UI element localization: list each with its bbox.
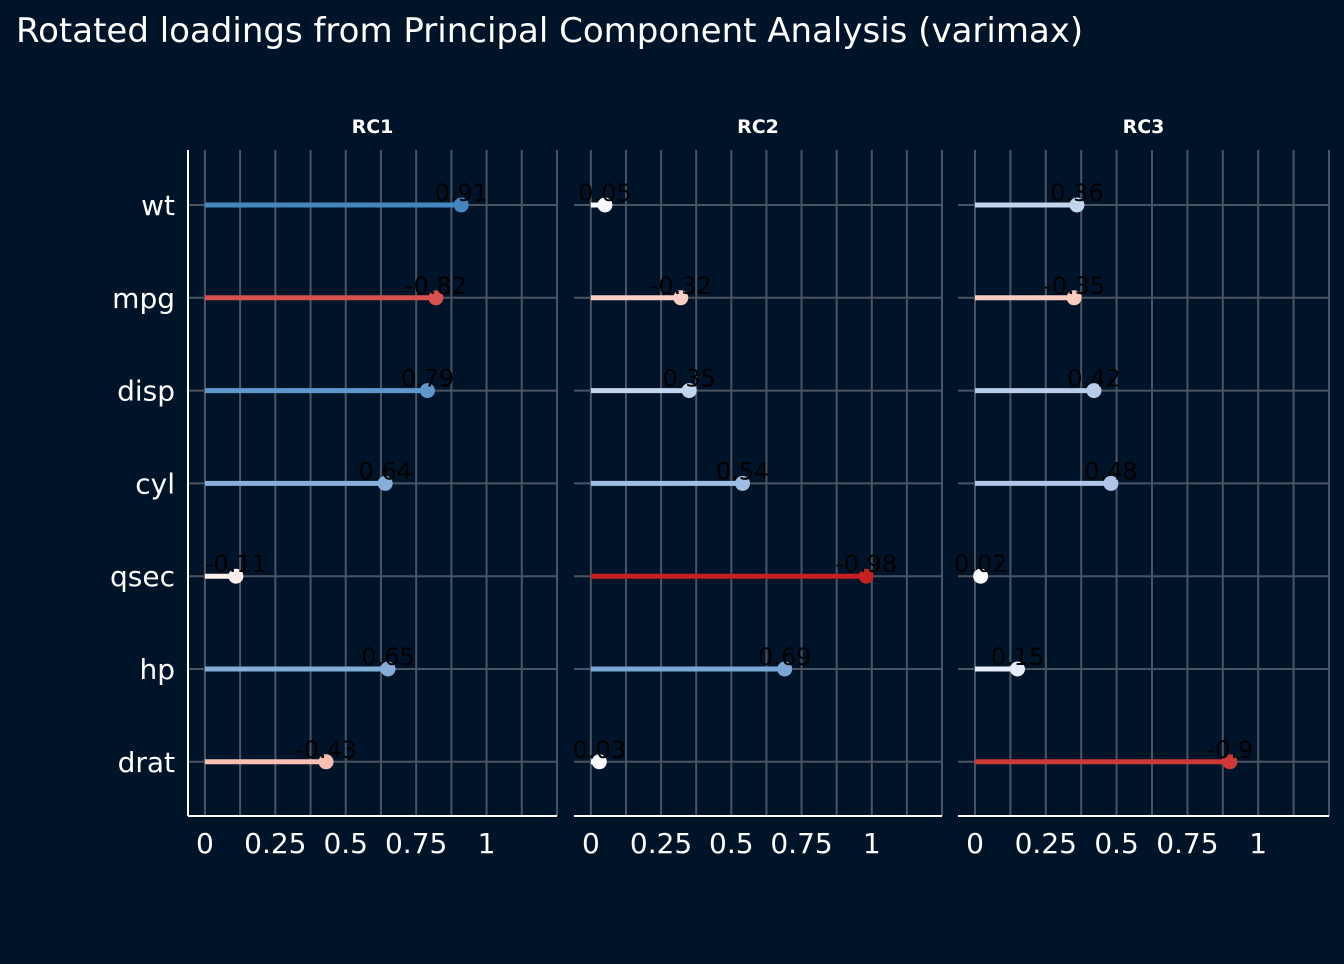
x-tick-label: 1 [863, 827, 881, 860]
panel-strip-rc3: RC3 [1123, 116, 1165, 138]
loading-value-label: 0.02 [954, 550, 1007, 578]
loading-value-label: 0.79 [401, 365, 454, 393]
loading-value-label: -0.32 [650, 272, 712, 300]
x-tick-label: 0.5 [1094, 827, 1139, 860]
y-tick-label: drat [118, 746, 175, 779]
loading-value-label: 0.42 [1067, 365, 1120, 393]
chart-title: Rotated loadings from Principal Componen… [16, 11, 1083, 51]
loading-point [735, 475, 751, 491]
loading-value-label: 0.65 [361, 643, 414, 671]
loading-point [228, 568, 244, 584]
loading-point [1066, 290, 1082, 306]
loading-value-label: -0.35 [1043, 272, 1105, 300]
loading-value-label: 0.48 [1084, 457, 1137, 485]
loading-value-label: 0.15 [991, 643, 1044, 671]
x-tick-label: 0.25 [1015, 827, 1077, 860]
loading-point [1086, 383, 1102, 399]
loading-point [1069, 197, 1085, 213]
plot-layer: RC1 0 0.25 0.5 0.75 1 0.91 -0.82 0.79 0.64 -0.11 0.… [110, 116, 1330, 860]
x-tick-label: 1 [478, 827, 496, 860]
loading-point [673, 290, 689, 306]
loading-point [973, 568, 989, 584]
y-tick-label: cyl [135, 467, 175, 500]
loading-point [1103, 475, 1119, 491]
loading-value-label: 0.91 [435, 179, 488, 207]
loading-point [591, 754, 607, 770]
loading-point [428, 290, 444, 306]
loading-value-label: 0.54 [716, 457, 769, 485]
loading-point [453, 197, 469, 213]
loading-point [419, 383, 435, 399]
loading-value-label: -0.43 [295, 736, 357, 764]
loading-point [1222, 754, 1238, 770]
panel-strip-rc1: RC1 [352, 116, 394, 138]
x-tick-label: 0.75 [770, 827, 832, 860]
loading-point [377, 475, 393, 491]
x-tick-label: 0.25 [244, 827, 306, 860]
panel-strip-rc2: RC2 [737, 116, 779, 138]
loading-value-label: 0.69 [758, 643, 811, 671]
x-tick-label: 0.5 [709, 827, 754, 860]
loading-point [597, 197, 613, 213]
x-tick-label: 0.75 [1156, 827, 1218, 860]
y-tick-label: hp [139, 653, 175, 686]
x-tick-label: 1 [1249, 827, 1267, 860]
loading-value-label: 0.35 [662, 365, 715, 393]
x-tick-label: 0.75 [385, 827, 447, 860]
y-tick-label: qsec [110, 560, 175, 593]
x-tick-label: 0.5 [323, 827, 368, 860]
x-tick-label: 0 [196, 827, 214, 860]
loading-point [1009, 661, 1025, 677]
loading-value-label: 0.03 [573, 736, 626, 764]
y-tick-label: disp [117, 375, 175, 408]
loading-point [318, 754, 334, 770]
y-tick-label: mpg [112, 282, 175, 315]
loading-value-label: 0.64 [358, 457, 411, 485]
x-tick-label: 0.25 [630, 827, 692, 860]
loading-value-label: 0.05 [578, 179, 631, 207]
loading-value-label: -0.11 [205, 550, 267, 578]
loading-value-label: 0.36 [1050, 179, 1103, 207]
loading-value-label: -0.9 [1206, 736, 1253, 764]
loading-point [858, 568, 874, 584]
loading-point [380, 661, 396, 677]
y-tick-label: wt [141, 189, 175, 222]
loading-point [777, 661, 793, 677]
loading-point [681, 383, 697, 399]
loading-value-label: -0.82 [405, 272, 467, 300]
x-tick-label: 0 [582, 827, 600, 860]
loading-value-label: -0.98 [835, 550, 897, 578]
x-tick-label: 0 [966, 827, 984, 860]
